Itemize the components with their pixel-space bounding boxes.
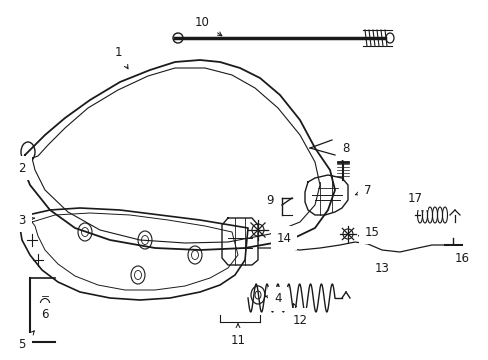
Text: 1: 1 [114, 45, 128, 69]
Text: 10: 10 [194, 15, 222, 36]
Text: 5: 5 [18, 331, 34, 351]
Text: 15: 15 [358, 225, 379, 238]
Text: 9: 9 [265, 194, 275, 207]
Text: 17: 17 [407, 192, 422, 206]
Text: 6: 6 [41, 309, 49, 321]
Text: 7: 7 [355, 184, 371, 197]
Text: 16: 16 [452, 252, 468, 265]
Text: 3: 3 [18, 213, 34, 226]
Text: 13: 13 [372, 261, 388, 274]
Text: 11: 11 [230, 324, 245, 346]
Text: 4: 4 [265, 292, 281, 306]
Text: 2: 2 [18, 161, 26, 175]
Text: 12: 12 [292, 303, 307, 327]
Text: 8: 8 [341, 141, 349, 161]
Text: 14: 14 [276, 231, 291, 244]
